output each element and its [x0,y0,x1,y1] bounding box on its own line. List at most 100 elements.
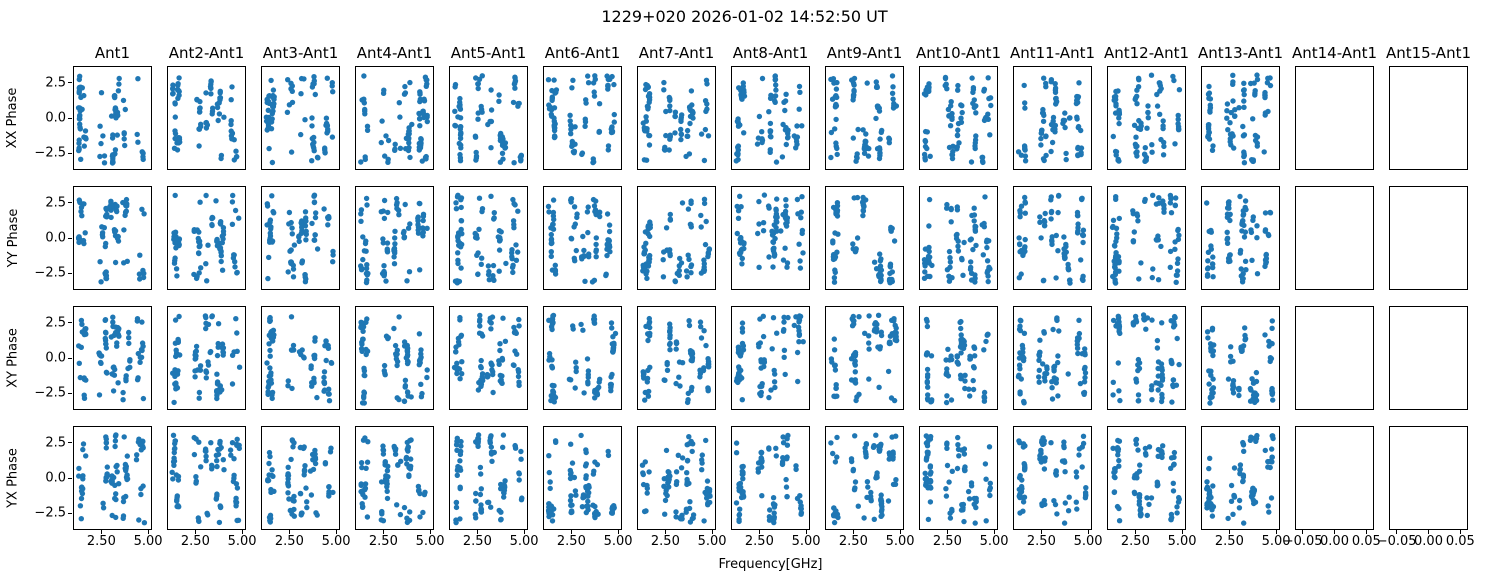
subplot-xy-phase-ant1 [73,306,152,410]
subplot-yy-phase-ant10-ant1 [919,186,998,290]
x-tick-label: 0.05 [1445,534,1475,549]
y-tick-mark [68,272,72,274]
subplot-cell-yy-phase-ant2-ant1 [167,186,246,290]
subplot-cell-xy-phase-ant3-ant1 [261,306,340,410]
subplot-xx-phase-ant2-ant1 [167,66,246,170]
y-tick-mark [68,442,72,444]
scatter-points [75,196,147,285]
subplot-cell-xy-phase-ant10-ant1 [919,306,998,410]
scatter-points [828,312,900,404]
subplot-cell-xx-phase-ant8-ant1: Ant8-Ant1 [731,45,810,170]
x-tick-label: 5.00 [603,534,633,549]
subplot-yx-phase-ant2-ant1 [167,426,246,530]
subplot-yy-phase-ant15-ant1 [1389,186,1468,290]
x-tick-mark [993,530,995,534]
subplot-cell-xy-phase-ant2-ant1 [167,306,246,410]
subplot-cell-yy-phase-ant11-ant1 [1013,186,1092,290]
y-tick-label: 0.0 [45,350,66,366]
subplot-yx-phase-ant7-ant1 [637,426,716,530]
x-tick-label: 2.50 [650,534,680,549]
subplot-yx-phase-ant4-ant1 [355,426,434,530]
x-tick-label: 2.50 [462,534,492,549]
subplot-cell-yx-phase-ant8-ant1: 2.50 5.00 [731,426,821,548]
subplot-cell-xx-phase-ant11-ant1: Ant11-Ant1 [1010,45,1095,170]
subplot-xy-phase-ant11-ant1 [1013,306,1092,410]
subplot-xx-phase-ant1 [73,66,152,170]
x-tick-label: 2.50 [368,534,398,549]
subplot-yx-phase-ant6-ant1 [543,426,622,530]
subplot-xx-phase-ant12-ant1 [1107,66,1186,170]
x-axis-label: Frequency[GHz] [718,557,823,572]
subplot-title-ant10-ant1: Ant10-Ant1 [915,44,1002,62]
subplot-cell-yy-phase-ant1: 2.5 0.0 −2.5 YY Phase [6,186,152,290]
x-tick-label: 5.00 [415,534,445,549]
scatter-points [640,77,712,164]
subplot-cell-yx-phase-ant12-ant1: 2.50 5.00 [1107,426,1197,548]
scatter-points [733,73,805,165]
subplot-cell-yy-phase-ant8-ant1 [731,186,810,290]
y-tick-label: 2.5 [45,195,66,211]
x-tick-label: 0.00 [1414,534,1443,549]
scatter-points [545,196,613,285]
x-tick-label: 5.00 [1073,534,1103,549]
subplot-cell-yy-phase-ant14-ant1 [1295,186,1374,290]
scatter-points [451,312,522,396]
subplot-cell-yx-phase-ant6-ant1: 2.50 5.00 [543,426,633,548]
subplot-cell-xx-phase-ant10-ant1: Ant10-Ant1 [916,45,1001,170]
subplot-xx-phase-ant14-ant1 [1295,66,1374,170]
subplot-cell-xy-phase-ant5-ant1 [449,306,528,410]
subplot-cell-xx-phase-ant6-ant1: Ant6-Ant1 [543,45,622,170]
subplot-cell-yx-phase-ant15-ant1: −0.05 0.00 0.05 [1377,426,1475,548]
x-tick-mark [194,530,196,534]
subplot-xy-phase-ant5-ant1 [449,306,528,410]
subplot-cell-xx-phase-ant2-ant1: Ant2-Ant1 [167,45,246,170]
y-tick-label: 0.0 [45,470,66,486]
x-tick-mark [1396,530,1398,534]
x-tick-mark [147,530,149,534]
subplot-yy-phase-ant13-ant1 [1201,186,1280,290]
y-tick-mark [68,392,72,394]
subplot-cell-xy-phase-ant15-ant1 [1389,306,1468,410]
x-tick-mark [335,530,337,534]
y-tick-mark [68,477,72,479]
scatter-points [734,192,806,271]
subplot-title-ant12-ant1: Ant12-Ant1 [1103,44,1190,62]
subplot-xy-phase-ant10-ant1 [919,306,998,410]
scatter-points [639,434,713,525]
subplot-xx-phase-ant10-ant1 [919,66,998,170]
subplot-xy-phase-ant14-ant1 [1295,306,1374,410]
row-label-yy-phase: YY Phase [6,208,22,268]
x-tick-mark [523,530,525,534]
subplot-title-ant14-ant1: Ant14-Ant1 [1291,44,1378,62]
subplot-cell-yy-phase-ant5-ant1 [449,186,528,290]
y-tick-label: 0.0 [45,230,66,246]
subplot-cell-yx-phase-ant13-ant1: 2.50 5.00 [1201,426,1291,548]
x-tick-label: 5.00 [697,534,727,549]
scatter-points [264,314,335,404]
x-tick-label: 2.50 [1214,534,1244,549]
y-tick-label: −2.5 [34,145,66,161]
subplot-yx-phase-ant14-ant1 [1295,426,1374,530]
subplot-cell-xy-phase-ant6-ant1 [543,306,622,410]
x-tick-mark [664,530,666,534]
scatter-points [76,432,148,526]
subplot-yy-phase-ant7-ant1 [637,186,716,290]
subplot-xx-phase-ant9-ant1 [825,66,904,170]
subplot-yx-phase-ant3-ant1 [261,426,340,530]
subplot-cell-yx-phase-ant1: 2.5 0.0 −2.5 YX Phase 2.50 5.00 [6,426,163,548]
subplot-xy-phase-ant6-ant1 [543,306,622,410]
x-tick-mark [100,530,102,534]
subplot-cell-yy-phase-ant12-ant1 [1107,186,1186,290]
subplot-cell-xx-phase-ant15-ant1: Ant15-Ant1 [1386,45,1471,170]
subplot-title-ant9-ant1: Ant9-Ant1 [826,44,903,62]
scatter-points [358,195,430,286]
subplot-cell-yx-phase-ant10-ant1: 2.50 5.00 [919,426,1009,548]
x-tick-label: 5.00 [227,534,257,549]
subplot-yy-phase-ant9-ant1 [825,186,904,290]
subplot-cell-yy-phase-ant7-ant1 [637,186,716,290]
scatter-points [170,75,240,163]
subplot-xy-phase-ant7-ant1 [637,306,716,410]
x-tick-label: 0.05 [1351,534,1381,549]
x-tick-mark [852,530,854,534]
